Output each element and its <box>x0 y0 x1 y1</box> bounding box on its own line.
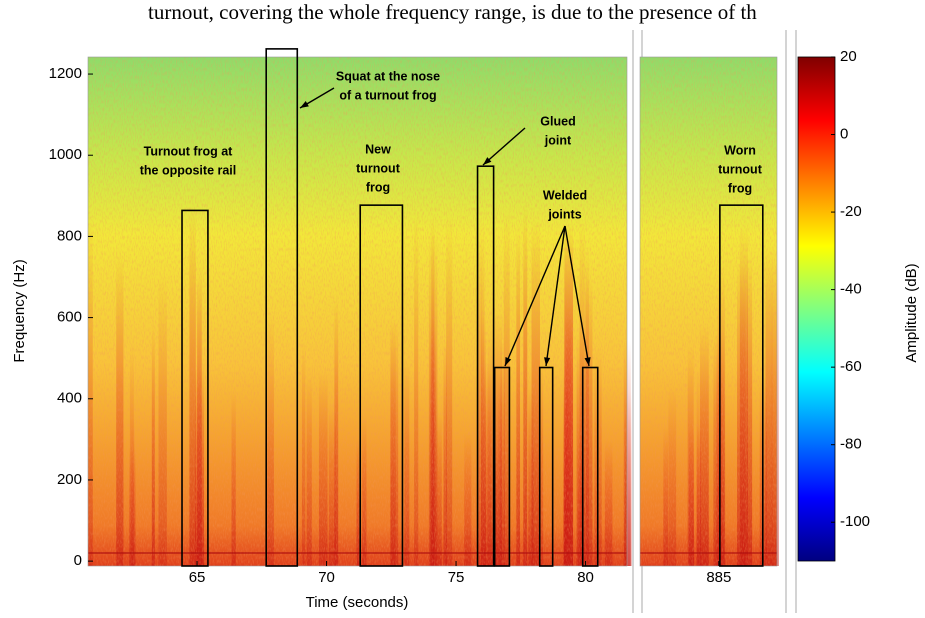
arrow-head <box>483 157 492 165</box>
y-tick-label: 1000 <box>49 146 82 163</box>
x-tick-label: 70 <box>318 569 335 586</box>
plot-frame <box>87 56 628 567</box>
region-box <box>265 48 299 567</box>
annotation: New <box>365 142 391 156</box>
annotation: joints <box>547 207 581 221</box>
arrow-head <box>505 357 512 366</box>
caption-fragment: turnout, covering the whole frequency ra… <box>148 0 757 24</box>
y-tick-label: 1200 <box>49 65 82 82</box>
x-axis-label: Time (seconds) <box>306 594 409 611</box>
y-axis-label: Frequency (Hz) <box>11 259 28 362</box>
colorbar-tick-label: 20 <box>840 48 857 65</box>
region-box <box>493 366 511 567</box>
annotation: frog <box>728 181 752 195</box>
colorbar-tick-label: -20 <box>840 203 862 220</box>
x-tick-label: 75 <box>448 569 465 586</box>
arrow <box>504 225 566 367</box>
annotation: frog <box>366 180 390 194</box>
annotation: Squat at the nose <box>336 69 440 83</box>
annotation: Welded <box>543 188 587 202</box>
annotation: Glued <box>540 114 575 128</box>
annotation: turnout <box>356 161 401 175</box>
colorbar-tick-label: -100 <box>840 513 870 530</box>
region-box <box>476 165 495 567</box>
colorbar-label: Amplitude (dB) <box>903 263 920 362</box>
region-box <box>538 366 554 567</box>
region-box <box>359 204 404 567</box>
region-box <box>581 366 599 567</box>
y-tick-label: 200 <box>57 471 82 488</box>
y-tick-label: 400 <box>57 390 82 407</box>
colorbar-tick-label: 0 <box>840 126 848 143</box>
annotation: of a turnout frog <box>339 88 436 102</box>
spectrogram-noise <box>88 57 627 566</box>
annotation: Turnout frog at <box>144 144 233 158</box>
y-tick-label: 600 <box>57 309 82 326</box>
colorbar-tick-label: -60 <box>840 358 862 375</box>
annotation: Worn <box>724 143 756 157</box>
arrow <box>545 225 566 367</box>
x-tick-label: 80 <box>577 569 594 586</box>
arrow-head <box>300 101 309 108</box>
arrow <box>482 127 526 166</box>
arrow <box>564 225 590 367</box>
x-tick-label: 65 <box>189 569 206 586</box>
region-box <box>719 204 764 567</box>
plot-frame <box>639 56 778 567</box>
annotation: joint <box>544 133 572 147</box>
y-tick-label: 800 <box>57 227 82 244</box>
arrow-head <box>584 357 591 366</box>
colorbar-tick-label: -80 <box>840 436 862 453</box>
annotation: turnout <box>718 162 763 176</box>
annotation: the opposite rail <box>140 163 237 177</box>
spectrogram-noise <box>640 57 777 566</box>
colorbar-tick-label: -40 <box>840 281 862 298</box>
region-box <box>181 209 209 567</box>
colorbar <box>797 56 836 562</box>
y-tick-label: 0 <box>74 552 82 569</box>
x-tick-label: 885 <box>706 569 731 586</box>
arrow-head <box>544 357 551 366</box>
